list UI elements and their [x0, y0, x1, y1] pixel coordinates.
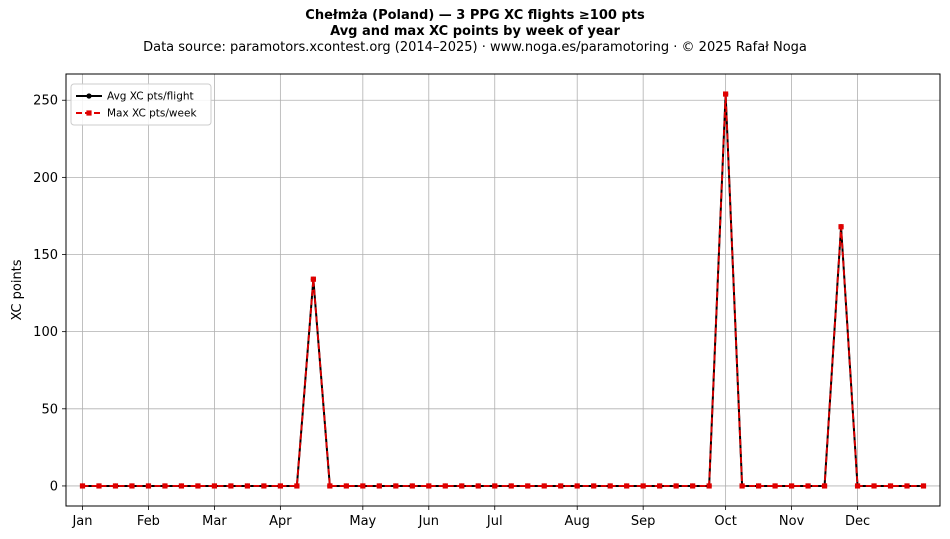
x-tick-label: Sep — [631, 514, 656, 529]
max-data-point — [129, 483, 135, 489]
x-tick-label: Nov — [779, 514, 805, 529]
max-data-point — [327, 483, 333, 489]
max-data-point — [244, 483, 250, 489]
max-data-point — [756, 483, 762, 489]
max-data-point — [145, 483, 152, 489]
data-source-note: Data source: paramotors.xcontest.org (20… — [143, 40, 807, 55]
max-data-point — [574, 483, 580, 489]
x-tick-label: Aug — [565, 514, 590, 529]
max-data-point — [195, 483, 201, 489]
x-tick-label: Jul — [486, 514, 503, 529]
max-data-point — [591, 483, 597, 489]
chart-title: Chełmża (Poland) — 3 PPG XC flights ≥100… — [305, 8, 645, 23]
y-tick-label: 50 — [41, 402, 58, 417]
max-data-point — [657, 483, 663, 489]
max-data-point — [294, 483, 300, 489]
y-axis-label: XC points — [10, 259, 25, 320]
max-data-point — [788, 483, 795, 489]
legend-max-marker — [86, 110, 92, 116]
max-data-point — [607, 483, 613, 489]
legend-avg-label: Avg XC pts/flight — [107, 91, 194, 103]
x-tick-label: Jun — [418, 514, 439, 529]
max-data-point — [459, 483, 465, 489]
max-data-point — [112, 483, 119, 489]
series-max — [79, 91, 927, 489]
x-tick-label: Jan — [71, 514, 92, 529]
max-data-point — [228, 483, 234, 489]
max-data-point — [525, 483, 531, 489]
max-data-point — [541, 483, 547, 489]
max-data-point — [343, 483, 349, 489]
x-tick-label: May — [349, 514, 376, 529]
y-tick-label: 250 — [33, 94, 58, 109]
max-data-point — [706, 483, 712, 489]
x-tick-label: Dec — [845, 514, 870, 529]
max-data-point — [772, 483, 778, 489]
x-tick-label: Oct — [714, 514, 736, 529]
x-tick-label: Feb — [137, 514, 160, 529]
max-data-point — [426, 483, 432, 489]
max-data-point — [854, 483, 861, 489]
y-tick-label: 0 — [50, 479, 58, 494]
max-data-point — [508, 483, 514, 489]
chart-titles: Chełmża (Poland) — 3 PPG XC flights ≥100… — [0, 8, 950, 56]
max-data-point — [211, 483, 218, 489]
max-data-point — [640, 483, 646, 489]
grid-lines — [66, 74, 940, 506]
max-data-point — [310, 276, 316, 282]
max-data-point — [673, 483, 679, 489]
max-data-point — [887, 483, 894, 489]
max-data-point — [261, 483, 267, 489]
max-data-point — [904, 483, 910, 489]
avg-series-line — [82, 94, 924, 487]
max-data-point — [920, 483, 927, 489]
x-tick-label: Mar — [202, 514, 227, 529]
max-data-point — [821, 483, 828, 489]
max-data-point — [96, 483, 102, 489]
max-data-point — [409, 483, 415, 489]
max-data-point — [805, 483, 811, 489]
y-tick-label: 150 — [33, 248, 58, 263]
max-data-point — [79, 483, 86, 489]
max-data-point — [690, 483, 696, 489]
max-data-point — [558, 483, 564, 489]
max-data-point — [376, 483, 382, 489]
max-data-point — [871, 483, 877, 489]
legend-max-label: Max XC pts/week — [107, 108, 197, 120]
max-data-point — [393, 483, 399, 489]
legend-avg-marker — [86, 93, 92, 99]
y-tick-label: 100 — [33, 325, 58, 340]
max-data-point — [277, 483, 283, 489]
max-series-line — [82, 94, 924, 487]
max-data-point — [723, 91, 729, 97]
max-data-point — [739, 483, 745, 489]
max-data-point — [178, 483, 185, 489]
plot-frame — [65, 73, 941, 507]
max-data-point — [442, 483, 448, 489]
legend: Avg XC pts/flight Max XC pts/week — [70, 83, 212, 126]
legend-box — [70, 83, 212, 126]
max-data-point — [624, 483, 630, 489]
chart-subtitle: Avg and max XC points by week of year — [330, 24, 620, 39]
max-data-point — [838, 224, 844, 230]
y-tick-label: 200 — [33, 171, 58, 186]
max-data-point — [475, 483, 481, 489]
max-data-point — [360, 483, 366, 489]
x-tick-label: Apr — [269, 514, 292, 529]
series-avg — [79, 91, 927, 489]
max-data-point — [492, 483, 498, 489]
max-data-point — [162, 483, 168, 489]
